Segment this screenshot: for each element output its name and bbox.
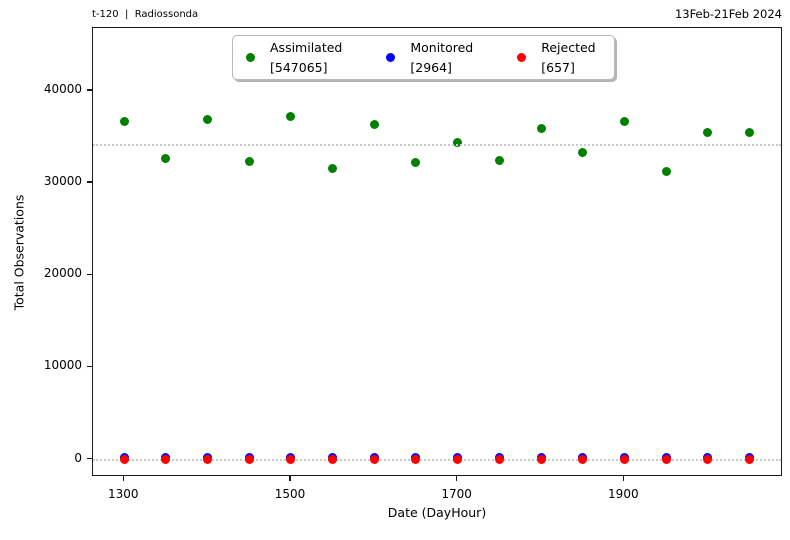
data-point-rejected — [453, 454, 463, 464]
y-axis-label: Total Observations — [11, 194, 27, 311]
data-point-rejected — [369, 454, 379, 464]
data-point-rejected — [244, 454, 254, 464]
x-tick-mark — [622, 476, 624, 481]
legend-item-monitored: Monitored [2964] — [386, 38, 473, 77]
legend-series-count: [2964] — [410, 59, 452, 75]
data-point-assimilated — [703, 127, 713, 137]
legend-series-name: Rejected — [541, 40, 596, 56]
y-tick-label: 40000 — [43, 81, 82, 96]
legend-series-name: Assimilated — [270, 40, 343, 56]
x-tick-label: 1700 — [441, 487, 472, 501]
monitored-marker-icon — [386, 53, 396, 62]
data-point-rejected — [578, 454, 588, 464]
data-point-assimilated — [619, 116, 629, 126]
legend-label-rejected: Rejected [657] — [541, 38, 595, 77]
data-point-assimilated — [744, 127, 754, 137]
data-point-assimilated — [286, 112, 296, 122]
rejected-marker-icon — [517, 53, 527, 62]
y-tick-label: 0 — [74, 450, 82, 465]
data-point-assimilated — [244, 157, 254, 167]
data-point-rejected — [619, 454, 629, 464]
data-point-rejected — [494, 454, 504, 464]
rejected-series-layer — [93, 28, 781, 475]
data-point-rejected — [661, 454, 671, 464]
legend-item-assimilated: Assimilated [547065] — [246, 38, 342, 77]
data-point-assimilated — [328, 163, 338, 173]
y-tick-label: 30000 — [43, 174, 82, 189]
date-range: 13Feb-21Feb 2024 — [674, 7, 782, 21]
data-point-rejected — [203, 454, 213, 464]
y-tick-label: 20000 — [43, 266, 82, 281]
mean-line-rejected — [93, 459, 781, 462]
assimilated-series-layer — [93, 28, 781, 475]
data-point-rejected — [328, 454, 338, 464]
legend-series-count: [657] — [541, 59, 575, 75]
y-tick-label: 10000 — [43, 358, 82, 373]
mean-lines-layer — [93, 28, 781, 475]
data-point-rejected — [536, 454, 546, 464]
data-point-assimilated — [161, 153, 171, 163]
data-point-assimilated — [578, 148, 588, 158]
data-point-assimilated — [203, 114, 213, 124]
x-tick-label: 1300 — [108, 487, 139, 501]
data-point-rejected — [161, 454, 171, 464]
x-tick-label: 1500 — [274, 487, 306, 501]
data-point-assimilated — [494, 155, 504, 165]
plot-subtitle: t-120 | Radiossonda — [92, 9, 199, 20]
legend: Assimilated [547065] Monitored [2964] Reject… — [232, 35, 615, 80]
data-point-rejected — [744, 454, 754, 464]
legend-label-monitored: Monitored [2964] — [410, 38, 473, 77]
legend-label-assimilated: Assimilated [547065] — [270, 38, 342, 77]
legend-series-count: [547065] — [270, 59, 328, 75]
data-point-rejected — [119, 454, 129, 464]
x-tick-mark — [122, 476, 124, 481]
mean-line-assimilated — [93, 144, 781, 147]
y-tick-mark — [87, 181, 92, 183]
data-point-assimilated — [369, 119, 379, 129]
y-tick-mark — [87, 273, 92, 275]
data-point-rejected — [703, 454, 713, 464]
legend-item-rejected: Rejected [657] — [517, 38, 596, 77]
data-point-assimilated — [536, 124, 546, 134]
x-tick-label: 1900 — [608, 487, 639, 501]
x-tick-mark — [456, 476, 458, 481]
data-point-rejected — [286, 454, 296, 464]
plot-area — [92, 27, 782, 476]
x-axis-label: Date (DayHour) — [387, 505, 487, 520]
y-tick-mark — [87, 89, 92, 91]
data-point-rejected — [411, 454, 421, 464]
data-point-assimilated — [411, 158, 421, 168]
y-tick-mark — [87, 457, 92, 460]
legend-series-name: Monitored — [410, 40, 474, 56]
assimilated-marker-icon — [246, 53, 255, 62]
x-tick-mark — [289, 476, 291, 481]
data-point-assimilated — [661, 166, 671, 176]
y-tick-mark — [87, 365, 92, 367]
data-point-assimilated — [119, 116, 129, 126]
data-point-assimilated — [453, 138, 463, 148]
